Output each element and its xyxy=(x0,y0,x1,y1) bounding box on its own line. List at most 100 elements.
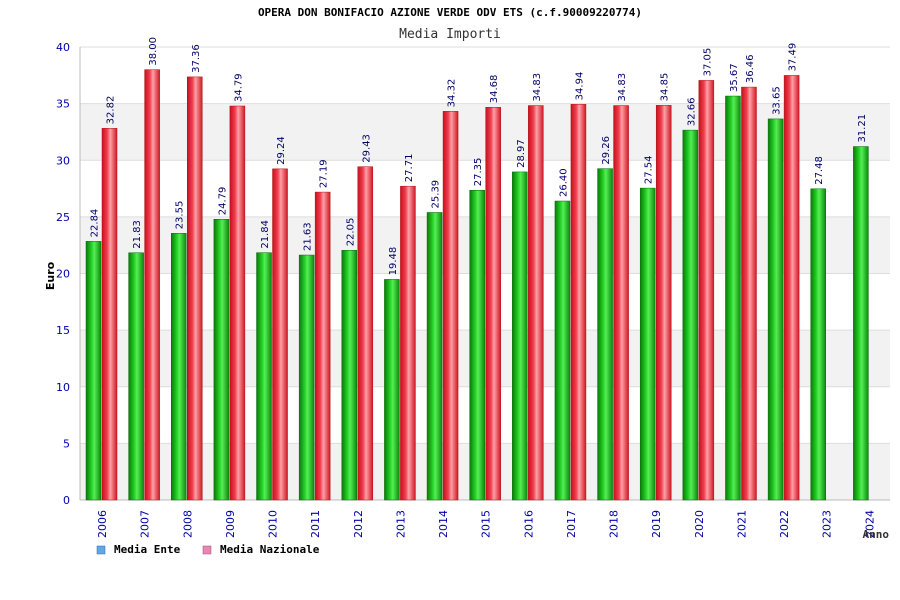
data-label: 34.85 xyxy=(660,73,671,102)
y-axis-label: Euro xyxy=(44,261,57,290)
y-tick-label: 40 xyxy=(56,41,70,54)
y-tick-label: 10 xyxy=(56,381,70,394)
legend-swatch-media-nazionale xyxy=(202,545,212,555)
bar-media-ente xyxy=(554,200,571,501)
bar-media-nazionale xyxy=(357,166,374,501)
data-label: 22.84 xyxy=(90,209,101,238)
x-tick-label: 2019 xyxy=(650,510,663,538)
data-label: 36.46 xyxy=(745,54,756,83)
data-label: 28.97 xyxy=(516,139,527,168)
bar-media-ente xyxy=(810,188,826,501)
x-tick-label: 2017 xyxy=(565,510,578,538)
data-label: 21.84 xyxy=(260,220,271,249)
data-label: 23.55 xyxy=(175,201,186,230)
data-label: 21.63 xyxy=(303,222,314,251)
y-tick-label: 35 xyxy=(56,98,70,111)
x-tick-label: 2014 xyxy=(437,510,450,538)
x-tick-label: 2016 xyxy=(522,510,535,538)
bar-media-ente xyxy=(682,129,699,501)
bar-media-ente xyxy=(853,146,869,501)
bar-media-nazionale xyxy=(272,168,288,501)
y-tick-label: 25 xyxy=(56,211,70,224)
bar-media-ente xyxy=(767,118,784,501)
data-label: 34.83 xyxy=(532,73,543,102)
bar-media-nazionale xyxy=(613,105,629,501)
bars-group: 22.84 21.83 23.55 24.79 21.84 21.63 22.05 19.48… xyxy=(85,37,869,501)
bar-media-nazionale xyxy=(187,76,203,501)
bar-media-nazionale xyxy=(229,105,246,501)
data-label: 34.79 xyxy=(233,73,244,102)
y-tick-label: 20 xyxy=(56,268,70,281)
y-axis-ticks: 0 5 10 15 20 25 30 35 40 xyxy=(56,41,70,507)
bar-media-nazionale xyxy=(485,106,501,501)
x-tick-label: 2021 xyxy=(735,510,748,538)
data-label: 21.83 xyxy=(132,220,143,249)
bar-media-nazionale xyxy=(698,80,715,501)
bar-media-ente xyxy=(384,279,400,501)
legend-label-media-ente: Media Ente xyxy=(114,543,181,556)
bar-media-nazionale xyxy=(783,75,800,501)
y-tick-label: 15 xyxy=(56,324,70,337)
data-label: 32.66 xyxy=(686,97,697,126)
bar-media-ente xyxy=(597,168,613,501)
chart-subtitle: Media Importi xyxy=(399,27,501,42)
bar-media-nazionale xyxy=(144,69,160,501)
data-label: 37.49 xyxy=(788,43,799,72)
x-tick-label: 2006 xyxy=(96,510,109,538)
bar-media-ente xyxy=(341,250,358,501)
bar-media-nazionale xyxy=(442,111,459,501)
data-label: 25.39 xyxy=(431,180,442,209)
data-label: 34.83 xyxy=(617,73,628,102)
legend-swatch-media-ente xyxy=(96,545,106,555)
y-tick-label: 0 xyxy=(63,494,70,507)
data-label: 34.94 xyxy=(574,72,585,101)
data-label: 34.68 xyxy=(489,75,500,104)
bar-media-nazionale xyxy=(570,104,587,501)
data-label: 24.79 xyxy=(217,187,228,216)
data-label: 32.82 xyxy=(106,96,117,125)
bar-media-nazionale xyxy=(101,128,118,501)
bar-media-ente xyxy=(171,233,187,501)
bar-media-nazionale xyxy=(741,86,757,501)
y-tick-label: 5 xyxy=(63,437,70,450)
bar-media-ente xyxy=(512,171,528,501)
bar-media-nazionale xyxy=(655,105,672,501)
bar-media-ente xyxy=(85,241,102,501)
x-tick-label: 2015 xyxy=(480,510,493,538)
bar-media-ente xyxy=(426,212,443,501)
x-tick-label: 2008 xyxy=(181,510,194,538)
data-label: 38.00 xyxy=(148,37,159,66)
bar-media-nazionale xyxy=(400,185,416,501)
bar-media-nazionale xyxy=(528,105,544,501)
x-tick-label: 2020 xyxy=(693,510,706,538)
data-label: 31.21 xyxy=(857,114,868,143)
data-label: 37.05 xyxy=(702,48,713,77)
data-label: 37.36 xyxy=(191,44,202,73)
data-label: 34.32 xyxy=(447,79,458,108)
bar-media-ente xyxy=(639,187,656,501)
bar-media-ente xyxy=(469,190,485,501)
bar-media-ente xyxy=(298,254,315,501)
x-tick-label: 2024 xyxy=(863,510,876,538)
bar-media-nazionale xyxy=(314,191,331,501)
data-label: 33.65 xyxy=(772,86,783,115)
x-tick-label: 2022 xyxy=(778,510,791,538)
x-tick-label: 2012 xyxy=(352,510,365,538)
data-label: 22.05 xyxy=(345,218,356,247)
data-label: 19.48 xyxy=(388,247,399,276)
data-label: 27.71 xyxy=(404,154,415,183)
data-label: 27.19 xyxy=(319,159,330,188)
legend-label-media-nazionale: Media Nazionale xyxy=(220,543,320,556)
x-tick-label: 2010 xyxy=(267,510,280,538)
data-label: 27.35 xyxy=(473,158,484,187)
data-label: 27.54 xyxy=(644,155,655,184)
y-tick-label: 30 xyxy=(56,154,70,167)
bar-media-ente xyxy=(256,252,272,501)
bar-media-ente xyxy=(128,252,144,501)
x-tick-label: 2023 xyxy=(821,510,834,538)
data-label: 29.43 xyxy=(361,134,372,163)
chart-title: OPERA DON BONIFACIO AZIONE VERDE ODV ETS… xyxy=(258,6,642,19)
x-tick-label: 2007 xyxy=(139,510,152,538)
data-label: 27.48 xyxy=(814,156,825,185)
